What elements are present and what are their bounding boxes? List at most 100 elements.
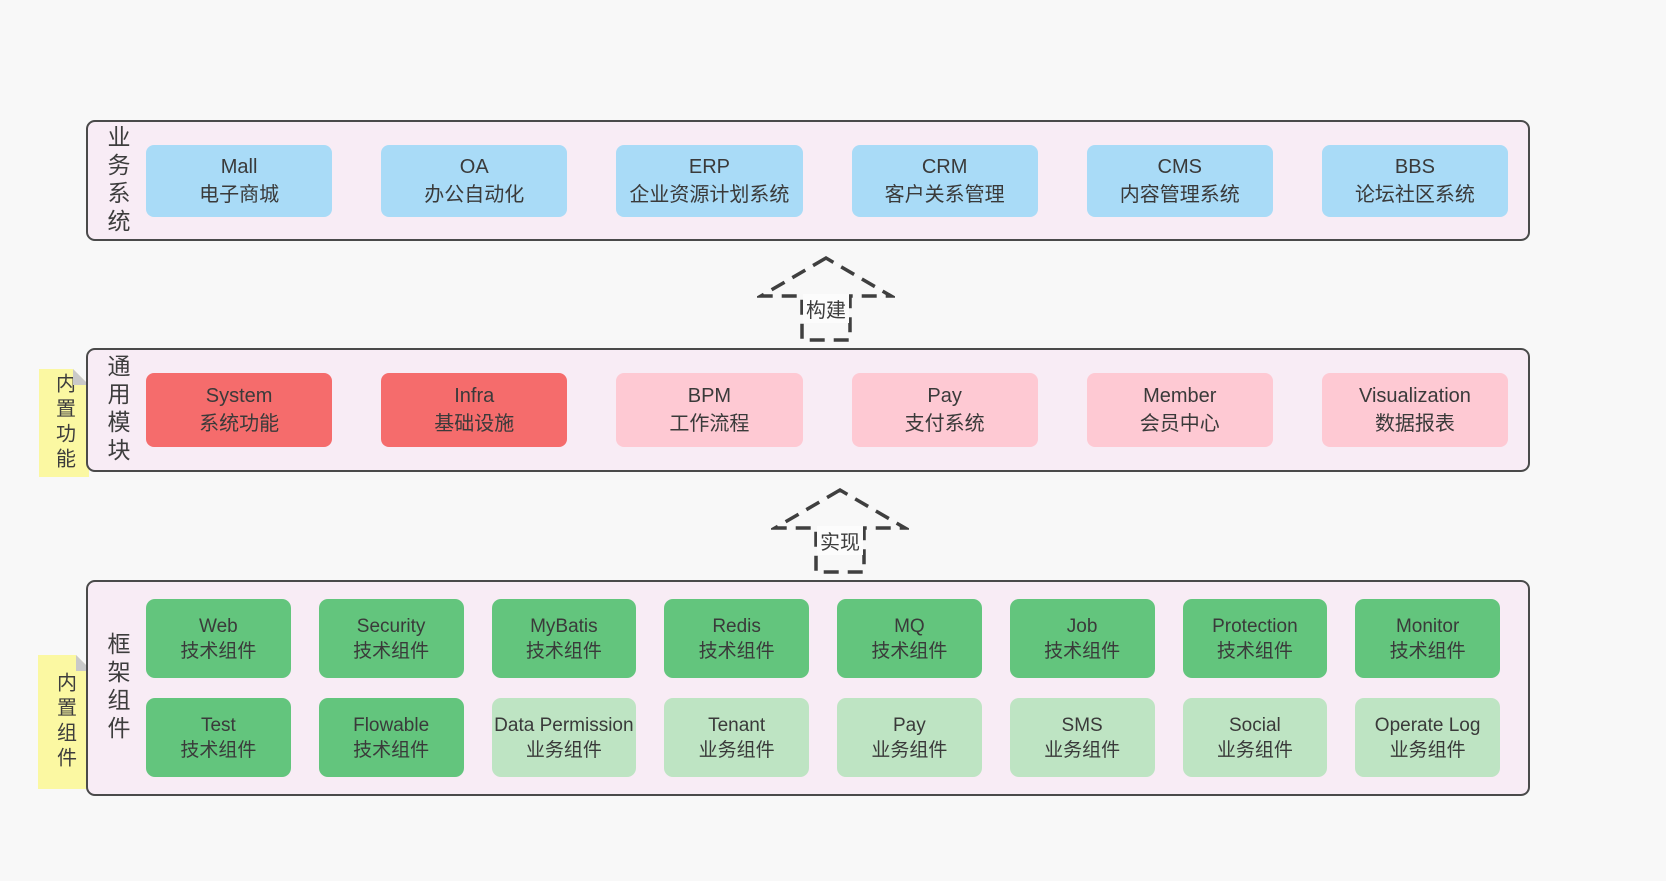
box-title: Flowable <box>353 714 430 736</box>
box-subtitle: 电子商城 <box>199 183 280 206</box>
box-redis: Redis 技术组件 <box>664 599 809 678</box>
box-title: Tenant <box>708 714 766 736</box>
box-title: Security <box>356 615 426 637</box>
panel-modules-label: 通用模块 <box>104 354 130 466</box>
arrow-build: 构建 <box>754 255 898 348</box>
sticky-note-text: 内置功能 <box>52 373 75 473</box>
box-subtitle: 支付系统 <box>904 413 985 435</box>
box-subtitle: 技术组件 <box>698 640 775 662</box>
box-title: BBS <box>1394 155 1435 178</box>
box-data-permission: Data Permission 业务组件 <box>491 698 637 777</box>
business-box-row: Mall 电子商城 OA 办公自动化 ERP 企业资源计划系统 CRM 客户关系… <box>146 122 1528 239</box>
box-title: Web <box>199 615 238 637</box>
box-bbs: BBS 论坛社区系统 <box>1321 144 1509 217</box>
box-tenant: Tenant 业务组件 <box>664 698 809 777</box>
box-subtitle: 技术组件 <box>1044 640 1121 662</box>
box-title: Protection <box>1212 615 1298 637</box>
box-title: Member <box>1143 385 1217 407</box>
components-row-2: Test 技术组件 Flowable 技术组件 Data Permission … <box>146 698 1500 777</box>
box-title: MQ <box>894 615 925 637</box>
box-subtitle: 办公自动化 <box>424 183 525 206</box>
box-title: Redis <box>712 615 761 637</box>
box-title: Pay <box>893 714 926 736</box>
components-row-1: Web 技术组件 Security 技术组件 MyBatis 技术组件 Redi… <box>146 599 1500 678</box>
box-mybatis: MyBatis 技术组件 <box>491 599 637 678</box>
box-pay-component: Pay 业务组件 <box>837 698 982 777</box>
box-title: OA <box>459 155 489 178</box>
box-subtitle: 技术组件 <box>180 640 257 662</box>
box-system: System 系统功能 <box>146 373 333 447</box>
box-pay-module: Pay 支付系统 <box>851 373 1038 447</box>
box-title: System <box>205 385 273 407</box>
box-title: ERP <box>688 155 730 178</box>
box-title: Test <box>200 714 236 736</box>
box-title: Mall <box>220 155 258 178</box>
panel-business-label: 业务系统 <box>104 124 130 237</box>
box-subtitle: 技术组件 <box>871 640 948 662</box>
sticky-note-builtin-components: 内置组件 <box>38 655 92 789</box>
box-subtitle: 企业资源计划系统 <box>629 183 790 206</box>
box-visualization: Visualization 数据报表 <box>1321 373 1509 447</box>
arrow-build-label: 构建 <box>803 294 849 323</box>
box-title: CRM <box>921 155 968 178</box>
box-subtitle: 业务组件 <box>525 739 602 761</box>
box-erp: ERP 企业资源计划系统 <box>616 144 803 217</box>
box-subtitle: 内容管理系统 <box>1119 183 1240 206</box>
box-sms: SMS 业务组件 <box>1009 698 1155 777</box>
box-subtitle: 业务组件 <box>698 739 775 761</box>
box-title: CMS <box>1157 155 1202 178</box>
box-title: Job <box>1066 615 1098 637</box>
box-title: SMS <box>1061 714 1103 736</box>
panel-business-systems: 业务系统 Mall 电子商城 OA 办公自动化 ERP 企业资源计划系统 CRM… <box>86 120 1530 241</box>
box-flowable: Flowable 技术组件 <box>318 698 464 777</box>
box-title: Pay <box>927 385 962 407</box>
box-monitor: Monitor 技术组件 <box>1355 599 1500 678</box>
arrow-implement-label: 实现 <box>817 526 863 555</box>
up-arrow-icon <box>768 487 912 574</box>
box-oa: OA 办公自动化 <box>381 144 568 217</box>
box-operate-log: Operate Log 业务组件 <box>1355 698 1500 777</box>
sticky-note-builtin-features: 内置功能 <box>39 369 89 477</box>
sticky-note-text: 内置组件 <box>53 672 76 772</box>
box-subtitle: 业务组件 <box>1216 739 1293 761</box>
box-title: Data Permission <box>494 714 634 736</box>
box-cms: CMS 内容管理系统 <box>1086 144 1273 217</box>
box-member: Member 会员中心 <box>1086 373 1273 447</box>
box-subtitle: 业务组件 <box>1044 739 1121 761</box>
box-subtitle: 技术组件 <box>525 640 602 662</box>
box-mall: Mall 电子商城 <box>146 144 333 217</box>
panel-components-label: 框架组件 <box>104 632 130 744</box>
box-subtitle: 技术组件 <box>1389 640 1466 662</box>
box-mq: MQ 技术组件 <box>837 599 982 678</box>
box-infra: Infra 基础设施 <box>381 373 568 447</box>
panel-common-modules: 通用模块 System 系统功能 Infra 基础设施 BPM 工作流程 Pay… <box>86 348 1530 472</box>
box-subtitle: 系统功能 <box>199 413 280 435</box>
box-subtitle: 业务组件 <box>1389 739 1466 761</box>
box-subtitle: 技术组件 <box>353 640 430 662</box>
box-title: BPM <box>687 385 732 407</box>
box-security: Security 技术组件 <box>318 599 464 678</box>
box-subtitle: 技术组件 <box>353 739 430 761</box>
box-subtitle: 技术组件 <box>180 739 257 761</box>
box-title: MyBatis <box>530 615 598 637</box>
panel-framework-components: 框架组件 Web 技术组件 Security 技术组件 MyBatis 技术组件… <box>86 580 1530 796</box>
box-subtitle: 技术组件 <box>1216 640 1293 662</box>
box-title: Social <box>1229 714 1281 736</box>
box-subtitle: 会员中心 <box>1139 413 1220 435</box>
box-crm: CRM 客户关系管理 <box>851 144 1038 217</box>
components-rows: Web 技术组件 Security 技术组件 MyBatis 技术组件 Redi… <box>146 582 1528 794</box>
box-subtitle: 客户关系管理 <box>884 183 1005 206</box>
box-subtitle: 数据报表 <box>1374 413 1455 435</box>
modules-box-row: System 系统功能 Infra 基础设施 BPM 工作流程 Pay 支付系统… <box>146 350 1528 470</box>
box-title: Monitor <box>1395 615 1460 637</box>
box-subtitle: 业务组件 <box>871 739 948 761</box>
up-arrow-icon <box>754 255 898 342</box>
box-bpm: BPM 工作流程 <box>616 373 803 447</box>
box-title: Visualization <box>1358 385 1471 407</box>
box-subtitle: 工作流程 <box>669 413 750 435</box>
box-title: Operate Log <box>1374 714 1481 736</box>
box-protection: Protection 技术组件 <box>1182 599 1328 678</box>
box-title: Infra <box>454 385 495 407</box>
box-web: Web 技术组件 <box>146 599 291 678</box>
